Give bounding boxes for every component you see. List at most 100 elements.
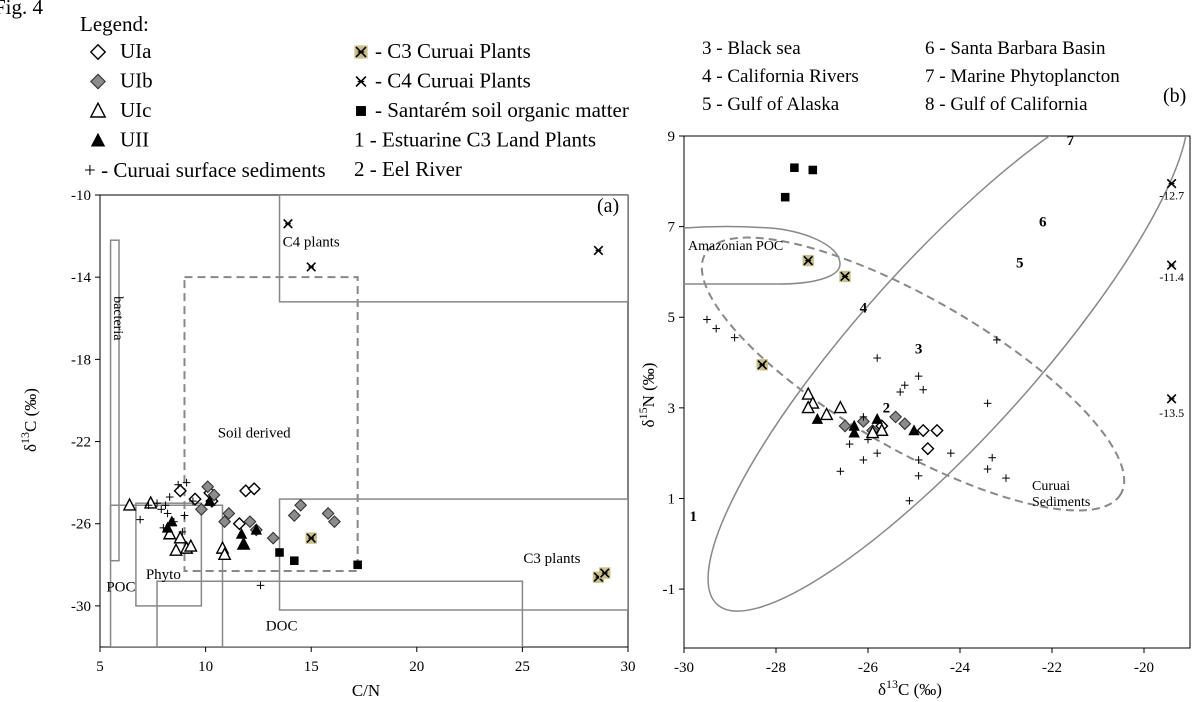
a-point-6-2 (593, 245, 604, 256)
triangle-filled-shape (871, 413, 883, 424)
b-point-1-2 (889, 410, 903, 424)
triangle-filled-shape (250, 523, 262, 535)
legend-right-col2-1: 7 - Marine Phytoplancton (925, 66, 1120, 87)
b-point-0-1 (930, 423, 944, 438)
triangle-open-shape (169, 542, 183, 556)
triangle-open-shape (801, 386, 816, 400)
a-point-1-3 (218, 515, 232, 529)
triangle-open-shape (819, 406, 834, 421)
diamond-gray-shape (243, 515, 257, 529)
region-a-label-4: POC (106, 580, 135, 596)
triangle-filled-shape (237, 538, 250, 550)
square-shape (780, 192, 790, 202)
legend-left-marker-0 (89, 43, 107, 61)
a-point-4-7 (174, 480, 182, 489)
a-ytick-label-4: -26 (71, 517, 91, 533)
triangle-filled-shape (848, 426, 860, 438)
triangle-filled-shape (90, 132, 106, 147)
region-a-1 (183, 276, 359, 572)
b-point-4-14 (836, 467, 845, 476)
b-point-4-8 (993, 336, 1001, 344)
b-xtick-label-1: -28 (766, 660, 786, 676)
triangle-open-shape (874, 422, 889, 436)
square-shape (356, 106, 366, 116)
b-point-2-0 (801, 386, 816, 400)
a-point-4-1 (153, 499, 161, 507)
region-b-label-1-line2: Sediments (1032, 495, 1090, 510)
a-point-3-4 (237, 538, 250, 550)
a-ytick-label-2: -18 (71, 352, 91, 368)
diamond-open-shape (173, 484, 187, 498)
b-point-4-0 (703, 315, 711, 324)
b-ytick-label-0: 9 (668, 129, 676, 145)
b-point-4-17 (983, 399, 992, 408)
triangle-filled-shape (166, 515, 178, 527)
b-point-4-20 (1002, 474, 1010, 482)
b-ytick-label-3: 3 (668, 401, 676, 417)
legend-mid-text-4: 2 - Eel River (354, 157, 462, 181)
x-axis-label-b: δ13C (‰) (878, 677, 942, 699)
triangle-filled-shape (235, 527, 248, 539)
b-point-2-4 (833, 400, 848, 414)
region-a-label-2: C3 plants (523, 551, 580, 567)
y-axis-label-b: δ15N (‰) (636, 363, 658, 428)
diamond-gray-shape (294, 498, 308, 512)
region-b-label-1-line1: Curuai (1032, 479, 1070, 494)
regions-b (684, 136, 1189, 612)
a-point-2-0 (122, 497, 137, 511)
b-point-5-0 (802, 254, 814, 267)
region-b-number-6: 7 (1067, 133, 1075, 149)
diamond-open-shape (921, 441, 935, 456)
b-point-5-1 (839, 270, 851, 283)
region-a-label-0: C4 plants (283, 234, 340, 250)
a-point-4-6 (170, 517, 178, 526)
legend-right-col1-2: 5 - Gulf of Alaska (702, 94, 840, 115)
a-point-4-14 (136, 515, 144, 524)
panel-label-b: (b) (1163, 85, 1186, 107)
points-b (703, 163, 1177, 505)
a-point-1-1 (201, 480, 215, 494)
a-ytick-label-3: -22 (71, 435, 91, 451)
legend-mid-text-0: - C3 Curuai Plants (375, 39, 531, 63)
b-point-2-6 (865, 425, 880, 439)
a-point-0-4 (247, 482, 261, 496)
region-b-number-0: 1 (689, 509, 697, 525)
b-point-1-1 (856, 414, 870, 428)
y-axis-label-a: δ13C (‰) (18, 388, 40, 452)
b-point-4-3 (873, 354, 881, 362)
a-point-7-0 (275, 548, 284, 557)
a-point-4-8 (178, 528, 187, 536)
a-point-2-4 (169, 542, 183, 556)
point-label-b-2: -13.5 (1159, 406, 1184, 420)
a-point-1-2 (207, 488, 221, 502)
legend-left-marker-1 (90, 73, 106, 90)
legend-title: Legend: (80, 12, 149, 36)
a-ytick-label-0: -10 (71, 188, 91, 204)
triangle-filled-shape (908, 424, 920, 436)
triangle-open-shape (89, 101, 107, 118)
a-point-1-4 (222, 506, 236, 520)
b-point-4-15 (914, 472, 923, 480)
a-point-6-0 (283, 218, 293, 229)
a-point-1-5 (243, 515, 257, 529)
diamond-open-shape (247, 482, 261, 496)
a-point-1-8 (287, 509, 301, 522)
b-ytick-label-1: 7 (668, 220, 676, 236)
diamond-gray-shape (889, 410, 903, 424)
a-xtick-label-5: 30 (621, 659, 636, 675)
region-b-large-ellipse (707, 136, 1189, 612)
legend-left-marker-3 (90, 132, 106, 147)
a-point-6-1 (306, 262, 317, 272)
a-xtick-label-4: 25 (515, 659, 530, 675)
a-point-1-0 (194, 502, 208, 516)
figure-label: Fig. 4 (0, 0, 44, 19)
legend-mid-marker-2 (356, 106, 366, 116)
b-point-4-18 (988, 453, 996, 462)
b-point-1-3 (898, 417, 912, 431)
b-xtick-label-3: -24 (950, 660, 970, 676)
b-point-6-2 (1166, 393, 1177, 404)
region-b-number-2: 3 (915, 341, 923, 357)
legend-right-col2-2: 8 - Gulf of California (925, 94, 1088, 115)
triangle-open-shape (801, 400, 816, 414)
b-point-3-4 (848, 426, 860, 438)
